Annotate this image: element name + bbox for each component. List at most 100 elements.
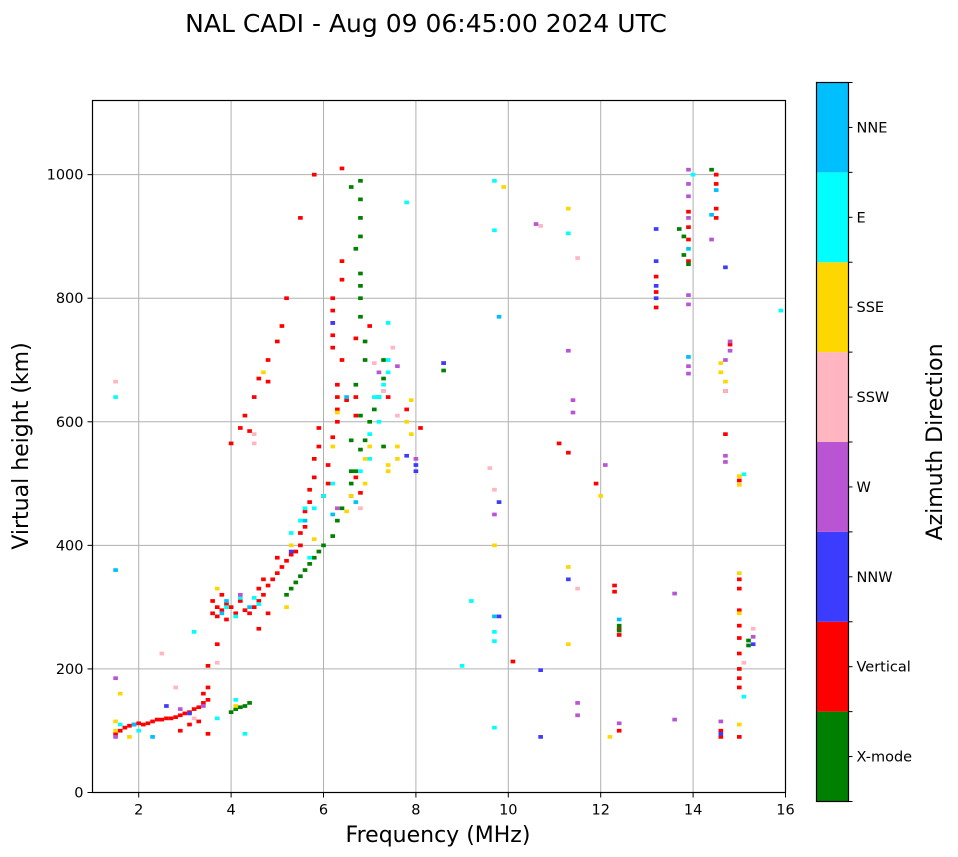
- echo-point: [117, 691, 123, 696]
- echo-point: [404, 453, 409, 458]
- echo-point: [284, 605, 289, 609]
- echo-point: [247, 605, 252, 609]
- echo-point: [164, 716, 169, 721]
- echo-point: [616, 633, 622, 637]
- echo-point: [492, 725, 497, 730]
- echo-point: [736, 636, 742, 640]
- echo-point: [150, 719, 155, 724]
- echo-point: [404, 200, 409, 205]
- echo-point: [242, 413, 248, 418]
- echo-point: [265, 583, 271, 588]
- echo-point: [736, 722, 742, 727]
- echo-point: [339, 259, 345, 263]
- colorbar-frame: [815, 81, 850, 803]
- echo-point: [723, 265, 728, 270]
- echo-point: [686, 355, 691, 359]
- echo-point: [335, 419, 340, 424]
- echo-point: [113, 379, 118, 384]
- echo-point: [713, 172, 719, 177]
- echo-point: [593, 481, 599, 486]
- echo-point: [736, 611, 742, 616]
- y-tick-label: 800: [56, 291, 84, 307]
- echo-point: [723, 460, 728, 464]
- colorbar-swatch: [816, 352, 849, 442]
- colorbar-tick-label: SSE: [857, 300, 885, 316]
- echo-point: [251, 596, 257, 600]
- echo-point: [718, 728, 724, 733]
- echo-point: [113, 719, 118, 724]
- echo-point: [686, 371, 691, 376]
- echo-point: [228, 441, 234, 446]
- y-tick-label: 1000: [47, 168, 84, 184]
- echo-point: [344, 395, 349, 399]
- colorbar-swatch: [816, 621, 849, 712]
- echo-point: [566, 642, 571, 647]
- echo-point: [353, 395, 359, 399]
- echo-point: [741, 660, 747, 665]
- echo-point: [496, 314, 502, 319]
- echo-point: [358, 490, 363, 495]
- x-axis-label: Frequency (MHz): [346, 823, 531, 848]
- echo-point: [298, 574, 303, 579]
- y-tick-label: 600: [56, 415, 84, 431]
- echo-point: [492, 178, 497, 183]
- echo-point: [242, 608, 248, 613]
- echo-point: [358, 469, 363, 474]
- echo-point: [741, 694, 747, 699]
- echo-point: [279, 565, 285, 569]
- echo-point: [358, 447, 363, 452]
- echo-point: [316, 444, 322, 449]
- echo-point: [205, 685, 211, 690]
- echo-point: [233, 614, 239, 619]
- echo-point: [727, 342, 733, 347]
- echo-point: [404, 419, 409, 424]
- colorbar-swatch: [816, 442, 849, 532]
- echo-point: [718, 731, 724, 736]
- echo-point: [556, 441, 562, 446]
- echo-point: [616, 617, 622, 622]
- echo-point: [302, 518, 308, 523]
- echo-point: [362, 339, 368, 344]
- echo-point: [293, 580, 299, 585]
- colorbar-tick-label: X-mode: [857, 750, 913, 766]
- echo-point: [358, 216, 363, 220]
- echo-point: [284, 592, 289, 597]
- echo-point: [238, 599, 243, 603]
- echo-point: [607, 735, 613, 739]
- echo-point: [367, 444, 373, 449]
- series-x-mode: [228, 167, 751, 715]
- echo-point: [191, 716, 197, 721]
- echo-point: [251, 441, 257, 446]
- echo-point: [372, 407, 377, 412]
- echo-point: [339, 506, 345, 511]
- echo-point: [413, 463, 419, 467]
- echo-point: [330, 296, 336, 301]
- echo-point: [686, 237, 691, 242]
- x-tick-label: 16: [776, 803, 794, 819]
- echo-point: [736, 685, 742, 690]
- echo-point: [330, 333, 336, 338]
- echo-point: [335, 518, 340, 523]
- echo-point: [307, 562, 312, 566]
- echo-point: [376, 395, 382, 399]
- echo-point: [413, 469, 419, 474]
- colorbar-swatch: [816, 262, 849, 353]
- echo-point: [113, 728, 118, 733]
- echo-point: [335, 410, 340, 415]
- echo-point: [353, 382, 359, 387]
- echo-point: [298, 531, 303, 535]
- chart-title: NAL CADI - Aug 09 06:45:00 2024 UTC: [185, 9, 667, 38]
- echo-point: [150, 735, 155, 739]
- echo-point: [265, 358, 271, 362]
- echo-point: [718, 719, 724, 724]
- echo-point: [681, 253, 687, 257]
- echo-point: [358, 296, 363, 301]
- echo-point: [362, 481, 368, 486]
- echo-point: [335, 407, 340, 412]
- echo-point: [173, 715, 178, 719]
- echo-point: [330, 481, 336, 486]
- echo-point: [330, 321, 336, 325]
- echo-point: [205, 731, 211, 736]
- echo-point: [228, 605, 234, 609]
- echo-point: [256, 602, 262, 606]
